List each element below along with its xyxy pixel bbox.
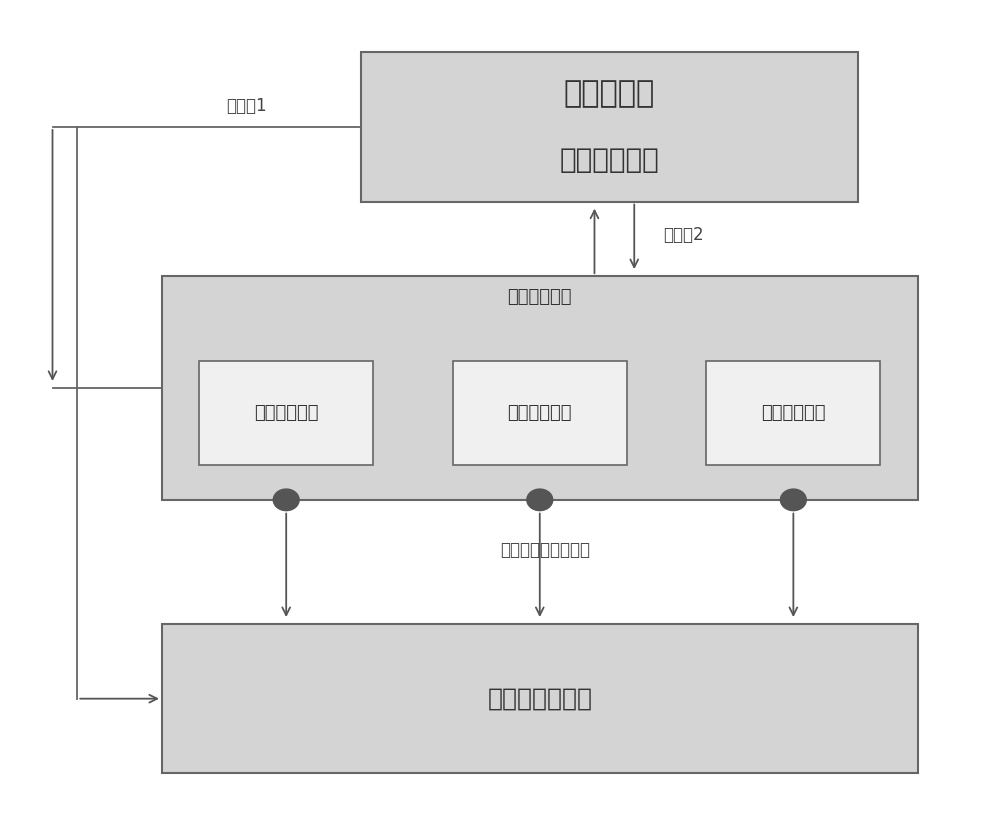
Bar bbox=[361, 53, 858, 202]
Bar bbox=[162, 276, 918, 500]
Circle shape bbox=[273, 489, 299, 510]
Text: 开关信号单元: 开关信号单元 bbox=[761, 404, 826, 422]
Text: 替换感温包、传感器: 替换感温包、传感器 bbox=[500, 540, 590, 559]
Text: 信号输出装置: 信号输出装置 bbox=[508, 288, 572, 306]
Bar bbox=[706, 361, 880, 465]
Circle shape bbox=[780, 489, 806, 510]
Text: 电压信号单元: 电压信号单元 bbox=[254, 404, 318, 422]
Bar bbox=[453, 361, 627, 465]
Text: 通讯口1: 通讯口1 bbox=[226, 98, 267, 115]
Text: 通讯口2: 通讯口2 bbox=[664, 226, 704, 244]
Bar bbox=[162, 624, 918, 773]
Text: 电流信号单元: 电流信号单元 bbox=[508, 404, 572, 422]
Text: （自检模式）: （自检模式） bbox=[560, 146, 659, 174]
Text: 机组控制器主板: 机组控制器主板 bbox=[487, 686, 592, 711]
Bar bbox=[199, 361, 373, 465]
Text: 机组显示屏: 机组显示屏 bbox=[564, 79, 655, 108]
Circle shape bbox=[527, 489, 553, 510]
